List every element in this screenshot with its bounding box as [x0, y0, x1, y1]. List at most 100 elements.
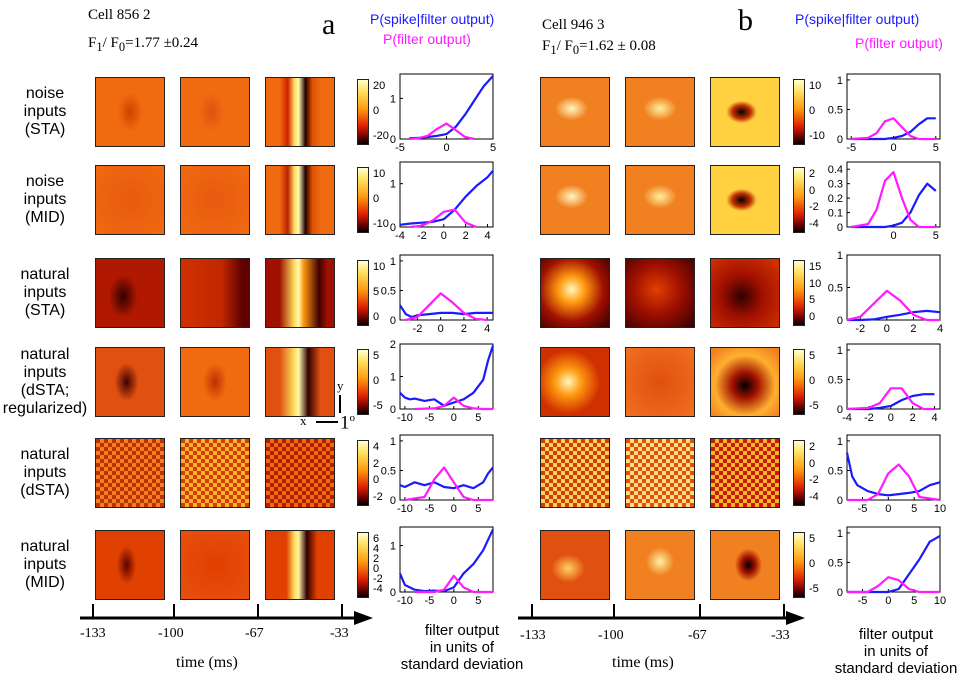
row-label-line: (dSTA): [20, 482, 70, 499]
row-label-line: inputs: [23, 284, 67, 301]
x-caption-b: filter output in units of standard deviati…: [834, 626, 958, 677]
row-label-line: (dSTA;: [20, 382, 70, 399]
y-tick-label: 0: [837, 315, 843, 327]
colorbar-tick-label: -2: [809, 201, 819, 214]
x-tick-label: 0: [890, 230, 896, 242]
chart-frame: [399, 434, 494, 501]
chart-frame: [846, 526, 941, 593]
x-tick-label: 5: [475, 595, 481, 607]
colorbar-tick-label: 0: [809, 375, 816, 387]
receptive-field-map: [180, 530, 250, 600]
receptive-field-map: [180, 165, 250, 235]
chart-frame: [846, 343, 941, 410]
x-tick-label: 0: [884, 323, 890, 335]
y-tick-label: 0: [837, 587, 843, 599]
spike-probability-line: [399, 169, 494, 226]
y-tick-label: 0.2: [828, 193, 843, 205]
legend-spike-b: P(spike|filter output): [795, 11, 920, 27]
time-label-a: time (ms): [176, 654, 238, 671]
x-tick-label: -5: [395, 142, 405, 154]
chart-b-row-2: 0 5 0 0.1 0.2 0.3 0.4: [828, 161, 941, 242]
chart-a-row-3: -2 0 2 4 0 0.5 1: [381, 254, 494, 335]
colorbar-tick-label: 10: [809, 79, 822, 92]
colorbar-tick-label: 0: [373, 105, 380, 117]
receptive-field-map: [625, 258, 695, 328]
y-tick-label: 0.3: [828, 179, 843, 191]
panel-a-letter: a: [322, 8, 336, 41]
y-tick-label: 1: [390, 372, 396, 384]
x-tick-label: 5: [933, 142, 939, 154]
chart-a-row-6: -10 -5 0 5 0 1: [390, 526, 494, 607]
x-tick-label: 4: [931, 412, 937, 424]
legend-filter-b: P(filter output): [855, 35, 943, 51]
receptive-field-map: [180, 438, 250, 508]
x-tick-label: -4: [842, 412, 852, 424]
receptive-field-map: [265, 258, 335, 328]
x-tick-label: 0: [438, 323, 444, 335]
colorbar: [357, 440, 369, 506]
y-tick-label: 1: [390, 541, 396, 553]
x-tick-label: 2: [910, 323, 916, 335]
colorbar-tick-label: -10: [373, 218, 389, 231]
y-tick-label: 0: [837, 495, 843, 507]
colorbar-tick-label: 2: [373, 457, 380, 470]
filter-distribution-line: [847, 576, 940, 594]
colorbar-tick-label: -4: [373, 583, 383, 596]
filter-distribution-line: [409, 122, 475, 141]
row-label-line: inputs: [23, 364, 67, 381]
y-tick-label: 1: [837, 250, 843, 262]
filter-distribution-line: [405, 292, 488, 322]
y-tick-label: 1: [390, 436, 396, 448]
chart-frame: [399, 73, 494, 140]
colorbar-tick-label: -2: [809, 474, 819, 487]
row-label-line: natural: [20, 266, 70, 283]
chart-frame: [399, 254, 494, 321]
receptive-field-map: [95, 530, 165, 600]
chart-frame: [399, 526, 494, 593]
arrow-head-a: [354, 611, 373, 625]
y-tick-label: 0: [837, 134, 843, 146]
y-tick-label: 1: [837, 528, 843, 540]
chart-b-row-1: -5 0 500.51: [828, 73, 941, 154]
chart-a-row-2: -4 -2 0 2 4 0 1: [390, 161, 494, 242]
receptive-field-map: [180, 347, 250, 417]
row-label-line: noise: [25, 173, 65, 190]
colorbar-tick-label: 0: [809, 105, 816, 117]
x-tick-label: 0: [885, 595, 891, 607]
chart-frame: [846, 434, 941, 501]
chart-a-row-1: -5 0 501: [390, 73, 496, 154]
colorbar-tick-label: 5: [809, 532, 816, 545]
y-tick-label: 0: [837, 404, 843, 416]
x-tick-label: 2: [463, 230, 469, 242]
cell-b-ratio: F1/ F0=1.62 ± 0.08: [542, 38, 656, 57]
x-tick-label: -10: [397, 503, 413, 515]
colorbar: [357, 167, 369, 233]
row-label: noise inputs (STA): [0, 85, 90, 139]
colorbar-tick-label: 0: [809, 457, 816, 470]
x-tick-label: -10: [397, 595, 413, 607]
colorbar-tick-label: -10: [809, 130, 825, 143]
x-tick-label: 4: [484, 230, 490, 242]
colorbar-tick-label: 10: [809, 277, 822, 290]
colorbar-tick-label: 6: [373, 532, 380, 545]
colorbar: [793, 260, 805, 326]
row-label-line: (MID): [25, 209, 65, 226]
receptive-field-map: [265, 347, 335, 417]
colorbar-tick-label: -20: [373, 130, 389, 143]
row-label-line: natural: [20, 346, 70, 363]
time-tick-b-100: -100: [598, 628, 624, 643]
y-tick-label: 0: [390, 134, 396, 146]
x-tick-label: 5: [911, 503, 917, 515]
colorbar-tick-label: 0: [809, 558, 816, 570]
row-label-line: regularized): [2, 400, 88, 417]
y-tick-label: 0.5: [828, 374, 843, 386]
x-tick-label: 2: [910, 412, 916, 424]
chart-b-row-6: -5 0 5 10 0 0.5 1: [828, 526, 946, 607]
receptive-field-map: [625, 77, 695, 147]
spike-probability-line: [409, 75, 494, 140]
receptive-field-map: [180, 77, 250, 147]
y-tick-label: 0: [390, 495, 396, 507]
colorbar: [357, 79, 369, 145]
scale-bar-vertical: [339, 395, 341, 413]
